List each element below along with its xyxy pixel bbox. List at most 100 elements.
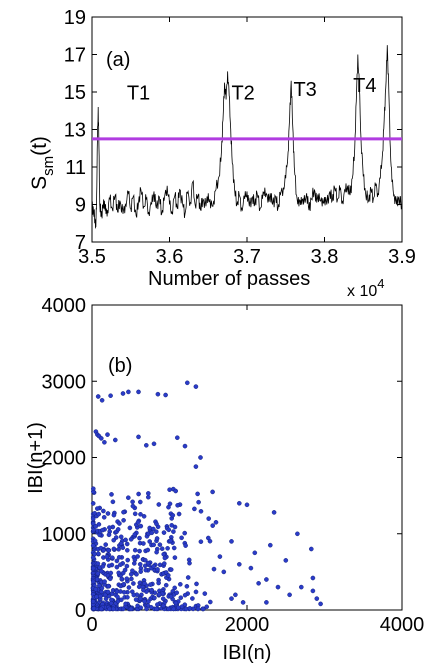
panel-b-point — [156, 592, 162, 597]
panel-b-point — [121, 590, 127, 595]
panel-b-point — [107, 576, 113, 582]
panel-a-annotation-t3: T3 — [293, 79, 316, 101]
panel-b-point — [178, 595, 184, 601]
panel-b-point — [172, 585, 177, 591]
panel-b-point — [137, 535, 142, 541]
panel-b-point — [129, 576, 134, 582]
panel-b-point — [132, 532, 138, 537]
panel-b-point — [183, 543, 188, 548]
panel-b-point — [113, 437, 118, 443]
panel-b-point — [132, 511, 138, 517]
panel-b-point — [98, 606, 104, 612]
panel-b-point — [183, 606, 189, 612]
panel-b-point — [119, 576, 125, 582]
panel-a-ylabel-sub: sm — [40, 156, 57, 176]
panel-b-point — [202, 591, 208, 596]
panel-b-point — [141, 587, 146, 593]
panel-b-point — [136, 389, 141, 395]
panel-a-ytick-label: 13 — [64, 120, 86, 142]
panel-b-point — [105, 511, 111, 516]
panel-a-plot-area — [91, 16, 403, 243]
panel-b-point — [114, 564, 120, 570]
panel-b-point — [95, 394, 101, 399]
panel-b-point — [185, 575, 191, 580]
panel-a-x-ticks: 3.5 3.6 3.7 3.8 3.9 — [78, 17, 416, 268]
panel-b-point — [229, 596, 234, 601]
panel-b-point — [154, 536, 160, 541]
panel-b-point — [102, 592, 108, 598]
panel-b-point — [148, 605, 154, 610]
panel-b-point — [154, 549, 159, 555]
panel-a-ylabel-main: S — [28, 176, 51, 190]
panel-b-point — [264, 600, 269, 605]
panel-b-point — [156, 580, 161, 586]
panel-a-x-multiplier-exp: 4 — [377, 276, 384, 291]
panel-b-point — [120, 545, 126, 551]
panel-b-point — [174, 590, 179, 596]
panel-b-point — [193, 464, 199, 469]
panel-b-point — [308, 546, 314, 552]
panel-b-point — [145, 560, 151, 566]
panel-b-point — [310, 575, 316, 581]
panel-b-point — [148, 582, 153, 587]
panel-b-point — [198, 455, 203, 460]
panel-b-point — [217, 554, 223, 559]
panel-b-point — [91, 527, 96, 533]
panel-b-point — [318, 601, 323, 607]
panel-b-point — [142, 581, 147, 586]
panel-b-point — [163, 392, 168, 398]
panel-b-point — [108, 600, 114, 606]
panel-b-point — [152, 595, 157, 601]
panel-b-point — [123, 537, 128, 543]
panel-b-point — [195, 491, 200, 497]
panel-b-point — [137, 499, 143, 505]
panel-b-y-ticks: 0 1000 2000 3000 4000 — [42, 295, 402, 622]
panel-b-point — [98, 568, 104, 574]
panel-b-point — [114, 558, 120, 564]
panel-b-point — [267, 542, 273, 548]
panel-b-point — [135, 603, 140, 609]
panel-b-point — [121, 581, 127, 587]
panel-b-point — [101, 548, 106, 553]
panel-b-point — [147, 539, 152, 544]
panel-b-point — [124, 541, 130, 547]
panel-b-point — [190, 596, 195, 601]
panel-b-point — [244, 502, 250, 508]
panel-b-point — [137, 596, 143, 601]
panel-a-ytick-label: 19 — [64, 7, 86, 29]
panel-b-point — [145, 491, 151, 496]
panel-a-xlabel: Number of passes — [148, 268, 310, 290]
panel-b-point — [128, 537, 134, 542]
panel-b-xtick-label: 2000 — [225, 614, 270, 636]
panel-b-point — [106, 532, 112, 538]
panel-b-point — [298, 584, 304, 590]
panel-b-point — [198, 539, 204, 545]
panel-b-point — [101, 515, 107, 520]
panel-b-point — [155, 567, 160, 572]
panel-b-point — [116, 570, 121, 576]
panel-b-point — [94, 577, 100, 582]
panel-b-point — [128, 606, 134, 612]
panel-b-point — [90, 565, 96, 571]
panel-b-point — [211, 566, 217, 572]
panel-b-point — [103, 596, 109, 602]
panel-b-point — [198, 508, 204, 514]
panel-b-point — [115, 594, 120, 600]
panel-b-point — [151, 441, 157, 447]
panel-b-ytick-label: 2000 — [42, 448, 87, 470]
panel-b-point — [159, 546, 165, 552]
panel-b-point — [125, 595, 130, 600]
panel-b-point — [147, 525, 152, 531]
panel-a-annotation-t2: T2 — [231, 83, 254, 105]
panel-b-point — [184, 380, 190, 386]
panel-b-point — [96, 511, 101, 517]
panel-a-annotation-t4: T4 — [353, 75, 376, 97]
panel-b-point — [252, 550, 258, 556]
panel-a-annotation-t1: T1 — [127, 83, 150, 105]
panel-b-point — [105, 432, 110, 437]
panel-b-point — [310, 588, 316, 594]
panel-b-point — [131, 561, 137, 566]
panel-b-label: (b) — [108, 355, 132, 377]
panel-b-point — [196, 499, 201, 505]
panel-b-point — [229, 539, 234, 544]
